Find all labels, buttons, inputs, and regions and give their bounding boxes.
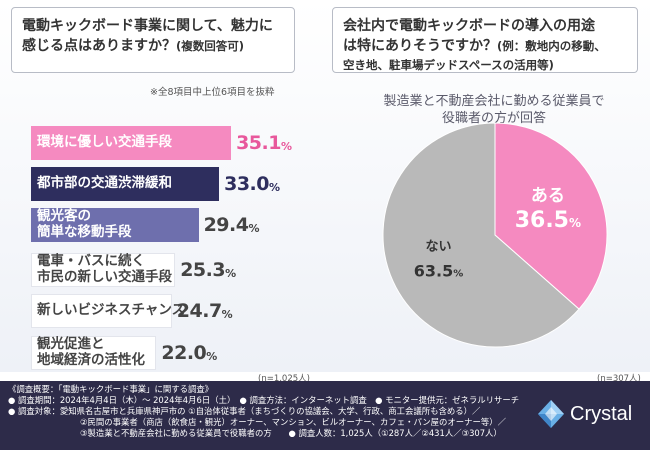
pie-slice-1 [494,122,608,310]
right-question-line3: 空き地、駐車場デッドスペースの活用等) [343,57,554,72]
left-note: ※全8項目中上位6項目を抜粋 [150,87,275,98]
bar-label: 観光客の 簡単な移動手段 [37,208,132,240]
bar-row-1: 環境に優しい交通手段 35.1% [31,126,292,160]
bar-row-4: 電車・バスに続く 市民の新しい交通手段 25.3% [31,253,236,287]
bar-value-label: 33.0% [224,173,280,195]
left-question-line1: 電動キックボード事業に関して、魅力に [22,18,273,34]
bar-value-label: 35.1% [236,132,292,154]
bar [31,167,220,201]
footer-line4: ②民間の事業者（商店（飲食店・観光）オーナー、マンション、ビルオーナー、カフェ・… [80,417,507,428]
brand-name: Crystal [570,402,633,425]
bar [31,126,232,160]
right-question-line2: は特にありそうですか？ [343,38,497,55]
footer-line2: ● 調査期間：2024年4月4日（木）～ 2024年4月6日（土） ● 調査方法… [8,395,520,406]
pie-slice-value: 36.5% [515,208,581,233]
left-question-line2: 感じる点はありますか？ [22,38,176,55]
right-sample-size: (n=307人) [597,374,641,384]
footer-line3: ● 調査対象：愛知県名古屋市と兵庫県神戸市の ①自治体従事者（まちづくりの協議会… [8,406,481,417]
pie-subtitle-line1: 製造業と不動産会社に勤める従業員で [383,94,605,109]
right-question-suffix: (例：敷地内の移動、 [497,39,606,54]
pie-slice-label: ない [425,240,451,255]
bar [31,294,172,328]
bar-value-label: 25.3% [180,259,236,281]
crystal-diamond-icon [538,400,564,428]
pie-subtitle: 製造業と不動産会社に勤める従業員で 役職者の方が回答 [360,94,628,128]
right-question-line1: 会社内で電動キックボードの導入の用途 [343,18,595,34]
bar-label: 観光促進と 地域経済の活性化 [37,336,145,368]
bar-row-2: 都市部の交通渋滞緩和 33.0% [31,167,280,201]
bar-row-6: 観光促進と 地域経済の活性化 22.0% [31,336,217,370]
bar-value-label: 22.0% [161,342,217,364]
crystal-logo: Crystal [536,396,646,432]
bar-value-label: 29.4% [203,214,260,236]
pie-slice-2 [382,122,580,348]
footer-line1: 《調査概要：「電動キックボード事業」に関する調査》 [8,384,214,394]
bar-label: 都市部の交通渋滞緩和 [37,175,172,192]
bar-row-5: 新しいビジネスチャンス 24.7% [31,294,233,328]
pie-slice-label: ある [531,186,565,206]
bar [31,253,176,287]
left-question-suffix: (複数回答可) [176,39,245,54]
pie-subtitle-line2: 役職者の方が回答 [441,110,546,126]
left-sample-size: (n=1,025人) [258,374,310,384]
footer-line5: ③製造業と不動産会社に勤める従業員で役職者の方 ● 調査人数：1,025人（①2… [80,428,502,439]
bar [31,208,199,242]
pie-slice-value: 63.5% [414,262,464,281]
bar-label: 電車・バスに続く 市民の新しい交通手段 [37,253,172,285]
bar-label: 新しいビジネスチャンス [37,302,186,319]
right-question-box: 会社内で電動キックボードの導入の用途 は特にありそうですか？(例：敷地内の移動、… [332,7,638,73]
left-question-box: 電動キックボード事業に関して、魅力に 感じる点はありますか？(複数回答可) [11,7,295,73]
bar-label: 環境に優しい交通手段 [37,134,172,151]
bar-value-label: 24.7% [176,300,233,322]
bar-row-3: 観光客の 簡単な移動手段 29.4% [31,208,259,242]
bar [31,336,157,370]
